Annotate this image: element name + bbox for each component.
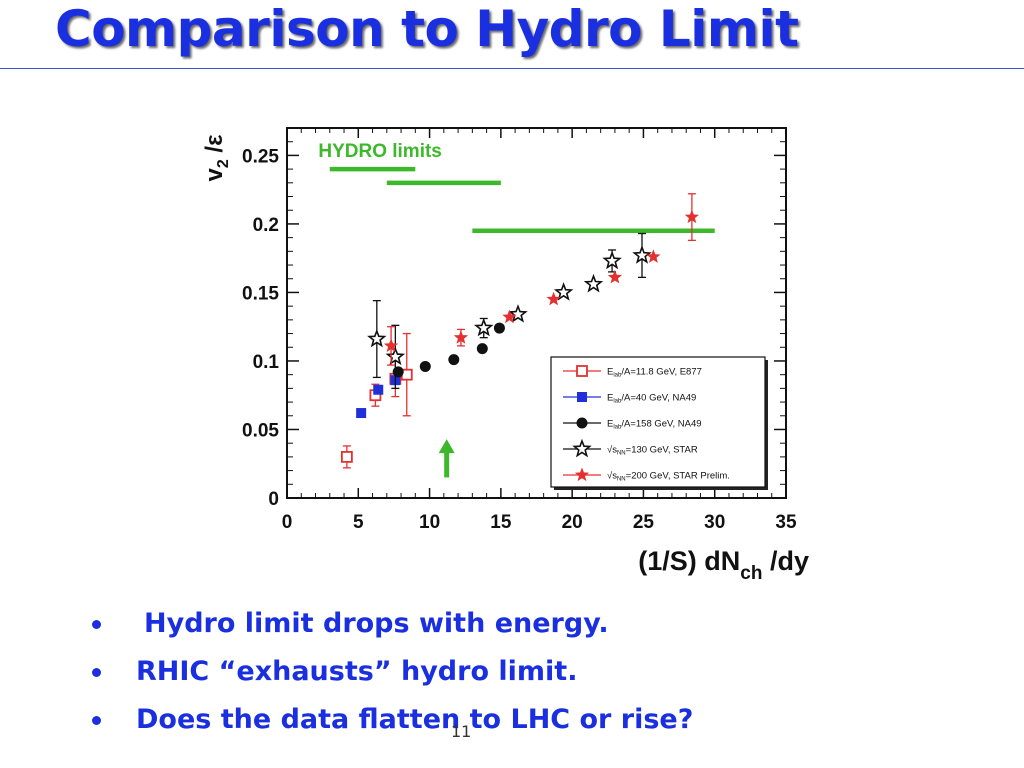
x-axis-label: (1/S) dNch /dy: [638, 546, 809, 584]
data-point: [476, 343, 488, 355]
bullet-text: RHIC “exhausts” hydro limit.: [136, 656, 578, 687]
data-point: [607, 269, 622, 284]
bullet-item: Hydro limit drops with energy.: [92, 608, 693, 656]
bullet-item: RHIC “exhausts” hydro limit.: [92, 656, 693, 704]
slide-title: Comparison to Hydro Limit: [55, 0, 799, 58]
x-tick-label: 0: [282, 512, 293, 533]
y-tick-label: 0.2: [253, 215, 279, 236]
y-axis-label: v2 /ε: [201, 135, 232, 182]
hydro-limits-annotation: HYDRO limits: [318, 141, 442, 162]
slide-number: 11: [451, 722, 472, 741]
chart-legend: Elab/A=11.8 GeV, E877 Elab/A=40 GeV, NA49…: [550, 356, 768, 490]
legend-marker: [577, 392, 587, 402]
data-point: [508, 304, 528, 323]
data-point: [419, 360, 431, 372]
data-point: [385, 346, 406, 366]
data-point: [373, 384, 384, 395]
data-point: [448, 354, 460, 366]
legend-marker: [574, 467, 590, 482]
bullet-text: Does the data flatten to LHC or rise?: [136, 704, 694, 735]
data-point: [553, 282, 574, 301]
data-point: [646, 249, 661, 263]
bullet-item: Does the data flatten to LHC or rise?: [92, 704, 693, 752]
bullet-dot: [92, 668, 101, 677]
bullet-text: Hydro limit drops with energy.: [144, 608, 609, 639]
y-tick-label: 0: [268, 489, 279, 510]
data-point: [356, 408, 367, 419]
data-point: [502, 309, 517, 324]
green-arrow-head: [438, 439, 455, 454]
bullet-list: Hydro limit drops with energy. RHIC “exh…: [92, 608, 693, 752]
plot-frame: [286, 127, 787, 499]
legend-marker: [572, 438, 592, 458]
data-point: [493, 322, 505, 334]
legend-marker: [576, 365, 588, 377]
x-tick-label: 35: [775, 512, 797, 533]
legend-label: Elab/A=158 GeV, NA49: [607, 419, 702, 431]
v2-scatter-chart: 0 5 10 15 20 25 30 35 0 0.05 0.1 0.15 0.2 0.25 v2 /ε (1…: [201, 127, 809, 584]
data-point: [602, 250, 622, 270]
bullet-dot: [92, 716, 101, 725]
title-divider: [0, 68, 1024, 69]
data-point: [546, 291, 561, 306]
x-tick-label: 15: [490, 512, 512, 533]
legend-label: √sNN=200 GeV, STAR Prelim.: [607, 471, 730, 483]
data-point: [583, 273, 604, 293]
y-tick-label: 0.15: [242, 283, 279, 304]
bullet-dot: [92, 620, 101, 629]
data-point: [684, 209, 699, 224]
x-tick-label: 10: [419, 512, 440, 533]
data-point: [473, 317, 494, 337]
chart-panel: 0 5 10 15 20 25 30 35 0 0.05 0.1 0.15 0.2 0.25 v2 /ε (1…: [198, 88, 822, 588]
data-point: [340, 450, 353, 463]
legend-label: Elab/A=40 GeV, NA49: [607, 393, 696, 405]
x-tick-label: 30: [704, 512, 725, 533]
data-point: [383, 338, 399, 352]
x-tick-label: 25: [633, 512, 655, 533]
y-tick-label: 0.25: [242, 146, 279, 167]
y-tick-label: 0.05: [242, 420, 279, 441]
legend-label: √sNN=130 GeV, STAR: [607, 445, 698, 457]
data-point: [453, 330, 469, 344]
x-tick-label: 20: [562, 512, 583, 533]
y-tick-label: 0.1: [253, 352, 280, 373]
data-point: [367, 328, 387, 348]
x-tick-label: 5: [353, 512, 364, 533]
legend-marker: [576, 417, 588, 429]
data-point: [632, 245, 652, 264]
data-point: [392, 366, 404, 378]
legend-label: Elab/A=11.8 GeV, E877: [607, 367, 702, 379]
